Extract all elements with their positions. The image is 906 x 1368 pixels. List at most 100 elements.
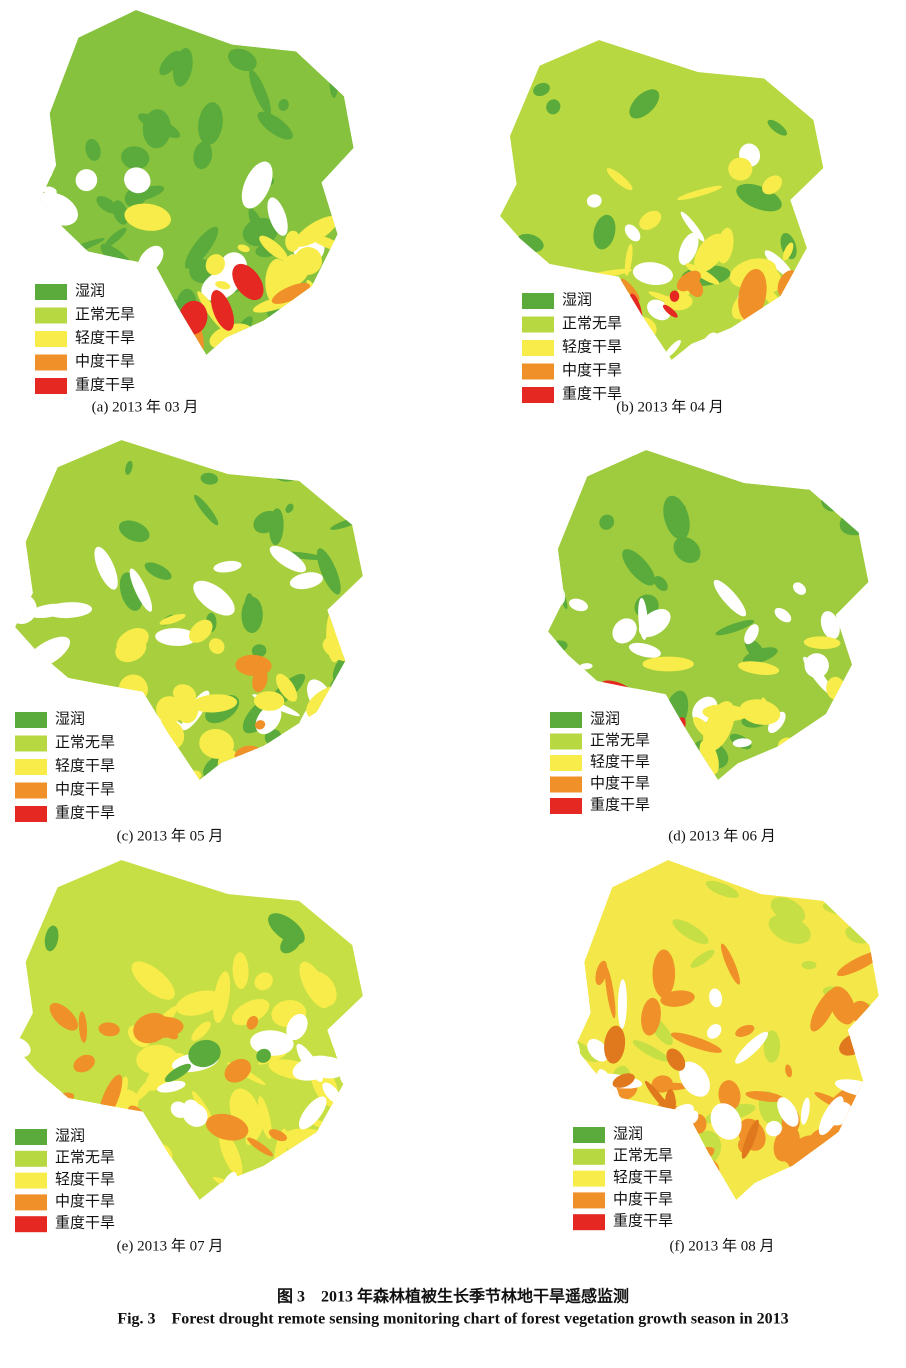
map-patch [642,656,694,672]
map-patch [720,943,741,985]
legend-swatch [35,284,67,300]
map-patch [298,1096,327,1130]
map-patch [575,1037,599,1063]
map-patch [280,1154,329,1180]
map-patch [142,298,160,337]
map-patch [292,1055,335,1081]
legend-swatch [550,755,582,771]
legend-label: 正常无旱 [613,1147,673,1164]
legend-label: 中度干旱 [55,1193,115,1210]
map-patch [568,598,588,612]
panel-caption: (b) 2013 年 04 月 [616,398,724,415]
map-patch [732,738,752,748]
map-patch [862,672,869,690]
map-patch [327,737,350,780]
map-patch [639,210,662,230]
map-patch [761,697,771,720]
map-patch [159,50,182,76]
map-patch [129,568,153,612]
map-patch [789,1180,797,1191]
legend-label: 重度干旱 [75,376,135,393]
map-patch [836,950,879,977]
map-patch [648,291,677,305]
map-patch [677,185,723,201]
map-patch [249,69,271,115]
map-patch [191,1021,211,1041]
map [40,10,354,355]
map-patch [848,729,869,768]
map-patch [295,1159,311,1185]
legend-swatch [573,1214,605,1231]
map-patch [713,579,747,617]
map-patch [250,1030,294,1056]
map-patch [294,216,339,247]
map-patch [856,676,869,695]
map-patch [772,450,797,463]
map-patch [184,226,219,269]
map-patch [783,770,831,780]
legend-swatch [573,1192,605,1209]
map-patch [667,737,685,756]
map-patch [254,691,285,711]
map-patch [118,520,150,542]
map-patch [339,1059,363,1089]
map-patch [767,119,788,136]
legend-label: 正常无旱 [75,306,135,323]
map-patch [199,728,234,759]
map-patch [741,1119,759,1159]
map-patch [300,726,310,764]
map-patch [773,1125,800,1162]
map-patch [855,733,869,752]
map-patch [835,717,852,745]
legend-swatch [522,340,554,356]
map-patch [144,562,172,580]
legend-label: 轻度干旱 [55,757,115,774]
map-patch [210,290,235,331]
legend-swatch [15,735,47,752]
map-patch [302,327,330,355]
map-patch [763,1030,781,1063]
map-patch [228,48,257,71]
map-patch [257,1096,272,1140]
map-patch [337,1156,363,1187]
map-patch [546,99,561,115]
map-patch [231,998,270,1026]
map-patch [815,249,824,270]
map-patch [311,300,354,331]
map-patch [785,1064,793,1078]
map-patch [285,503,294,513]
map-patch [200,472,219,485]
map-patch [252,668,268,693]
panel-caption: (d) 2013 年 06 月 [668,827,776,844]
figure-caption-en: Fig. 3 Forest drought remote sensing mon… [117,1311,788,1328]
map-patch [606,168,633,191]
map-patch [747,325,784,353]
map-patch [316,548,341,595]
map-patch [275,673,298,702]
map-patch [193,580,235,616]
map-patch [705,880,739,898]
map-patch [282,335,300,347]
map-patch [40,156,52,177]
legend-label: 正常无旱 [590,732,650,749]
map-patch [247,1137,274,1157]
legend-swatch [550,776,582,793]
map-patch [325,320,354,354]
map-patch [689,1185,720,1200]
map-patch [232,952,249,989]
map-patch [151,1172,175,1195]
map-patch [241,161,273,209]
map-patch [206,1113,249,1141]
legend-swatch [15,782,47,799]
map-patch [664,1089,676,1118]
map-patch [182,1099,203,1125]
map-patch [142,109,172,149]
map-patch [94,546,118,590]
map-patch [159,322,186,355]
map-patch [793,758,817,773]
map-patch [334,191,354,219]
map-patch [662,304,678,318]
map-patch [770,897,806,923]
map-patch [788,324,816,340]
